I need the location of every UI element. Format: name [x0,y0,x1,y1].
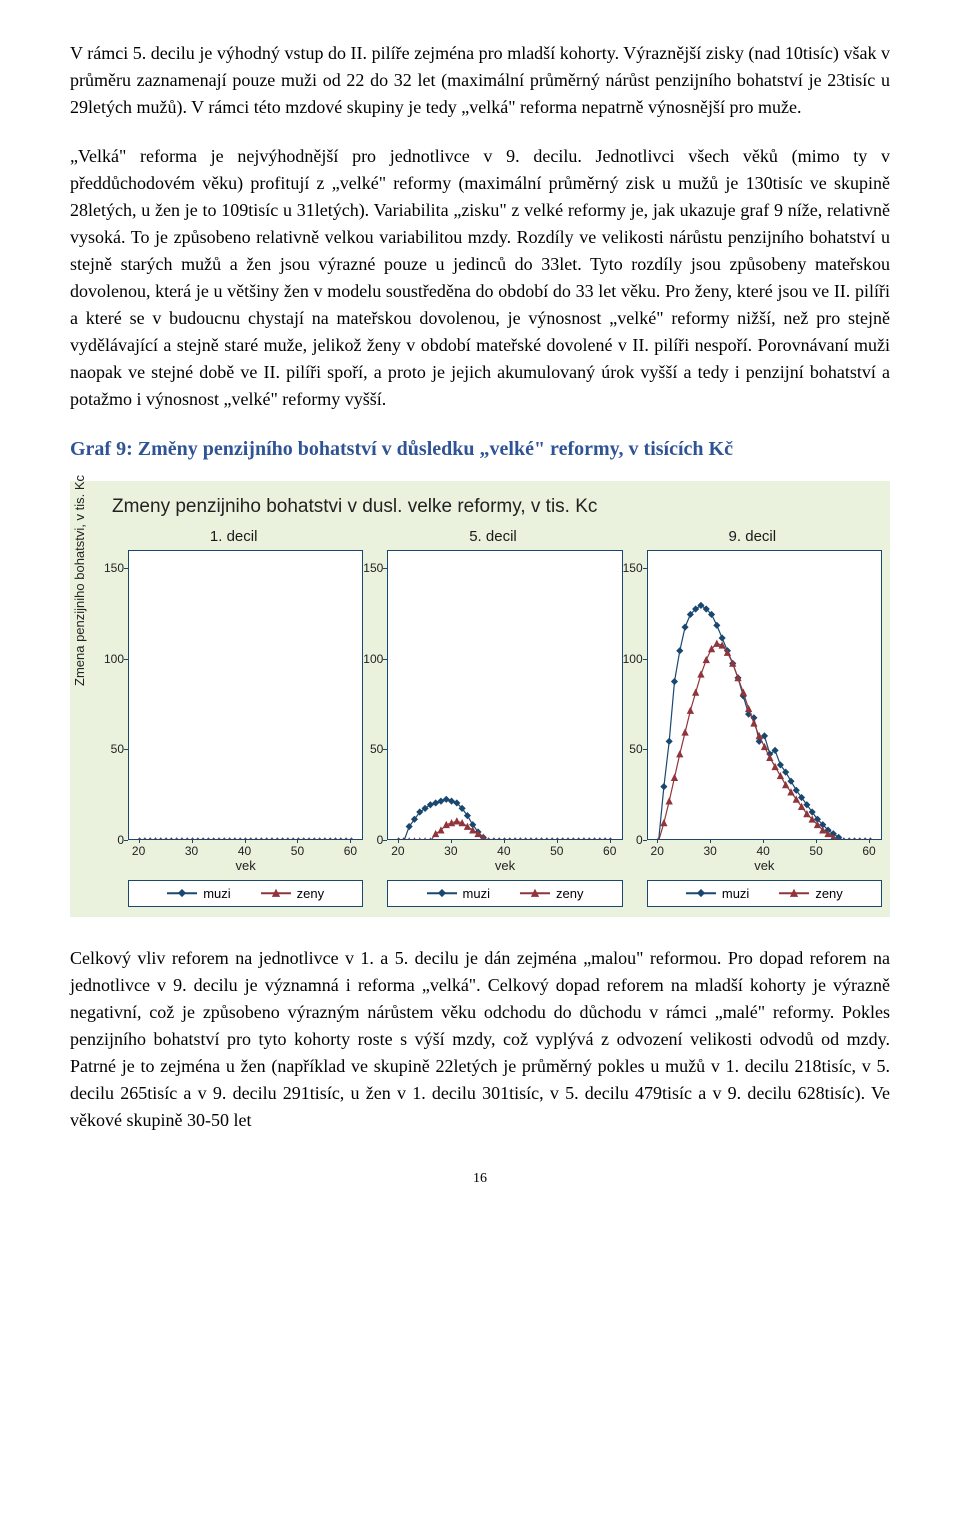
x-axis: 2030405060 [647,840,882,856]
x-axis: 2030405060 [128,840,363,856]
x-tick-label: 30 [704,842,717,860]
x-tick-label: 50 [550,842,563,860]
x-tick-label: 60 [344,842,357,860]
x-tick-label: 20 [132,842,145,860]
x-tick-label: 40 [497,842,510,860]
chart-panel-3: 9. decil0501001502030405060vekmuzizeny [623,526,882,908]
panel-title: 9. decil [623,526,882,549]
y-axis: 050100150 [623,550,647,840]
plot-area [128,550,363,840]
legend-item-muzi: muzi [427,884,490,904]
paragraph-1: V rámci 5. decilu je výhodný vstup do II… [70,40,890,121]
y-tick-label: 150 [623,559,643,577]
y-tick-label: 50 [629,740,642,758]
legend-label: zeny [815,884,842,904]
x-tick-label: 60 [603,842,616,860]
y-tick-label: 0 [117,831,124,849]
legend-item-zeny: zeny [520,884,583,904]
x-tick-label: 40 [238,842,251,860]
legend: muzi zeny [647,880,882,908]
legend-label: muzi [463,884,490,904]
plot-area [387,550,622,840]
page-number: 16 [70,1168,890,1189]
panel-title: 5. decil [363,526,622,549]
paragraph-3: Celkový vliv reforem na jednotlivce v 1.… [70,945,890,1134]
y-tick-label: 0 [377,831,384,849]
y-tick-label: 150 [363,559,383,577]
chart-container: Zmeny penzijniho bohatstvi v dusl. velke… [70,481,890,917]
x-tick-label: 20 [391,842,404,860]
x-tick-label: 50 [809,842,822,860]
x-axis: 2030405060 [387,840,622,856]
plot-area [647,550,882,840]
x-tick-label: 30 [444,842,457,860]
y-axis: 050100150 [104,550,128,840]
y-tick-label: 50 [370,740,383,758]
chart-panel-2: 5. decil0501001502030405060vekmuzizeny [363,526,622,908]
panel-title: 1. decil [104,526,363,549]
graf-9-heading: Graf 9: Změny penzijního bohatství v důs… [70,435,890,463]
legend-item-muzi: muzi [167,884,230,904]
paragraph-2: „Velká" reforma je nejvýhodnější pro jed… [70,143,890,413]
legend-label: zeny [556,884,583,904]
chart-panel-1: 1. decil0501001502030405060vekmuzizeny [104,526,363,908]
legend-item-zeny: zeny [779,884,842,904]
legend-item-muzi: muzi [686,884,749,904]
legend-label: zeny [297,884,324,904]
legend-item-zeny: zeny [261,884,324,904]
legend-label: muzi [203,884,230,904]
x-tick-label: 60 [862,842,875,860]
legend-label: muzi [722,884,749,904]
chart-title: Zmeny penzijniho bohatstvi v dusl. velke… [112,493,882,522]
x-tick-label: 50 [291,842,304,860]
x-tick-label: 40 [756,842,769,860]
y-tick-label: 0 [636,831,643,849]
y-tick-label: 50 [111,740,124,758]
y-tick-label: 100 [623,650,643,668]
y-tick-label: 100 [104,650,124,668]
x-tick-label: 20 [651,842,664,860]
x-tick-label: 30 [185,842,198,860]
y-tick-label: 100 [363,650,383,668]
legend: muzi zeny [128,880,363,908]
y-axis-label: Zmena penzijniho bohatstvi, v tis. Kc [70,475,90,686]
legend: muzi zeny [387,880,622,908]
y-axis: 050100150 [363,550,387,840]
y-tick-label: 150 [104,559,124,577]
